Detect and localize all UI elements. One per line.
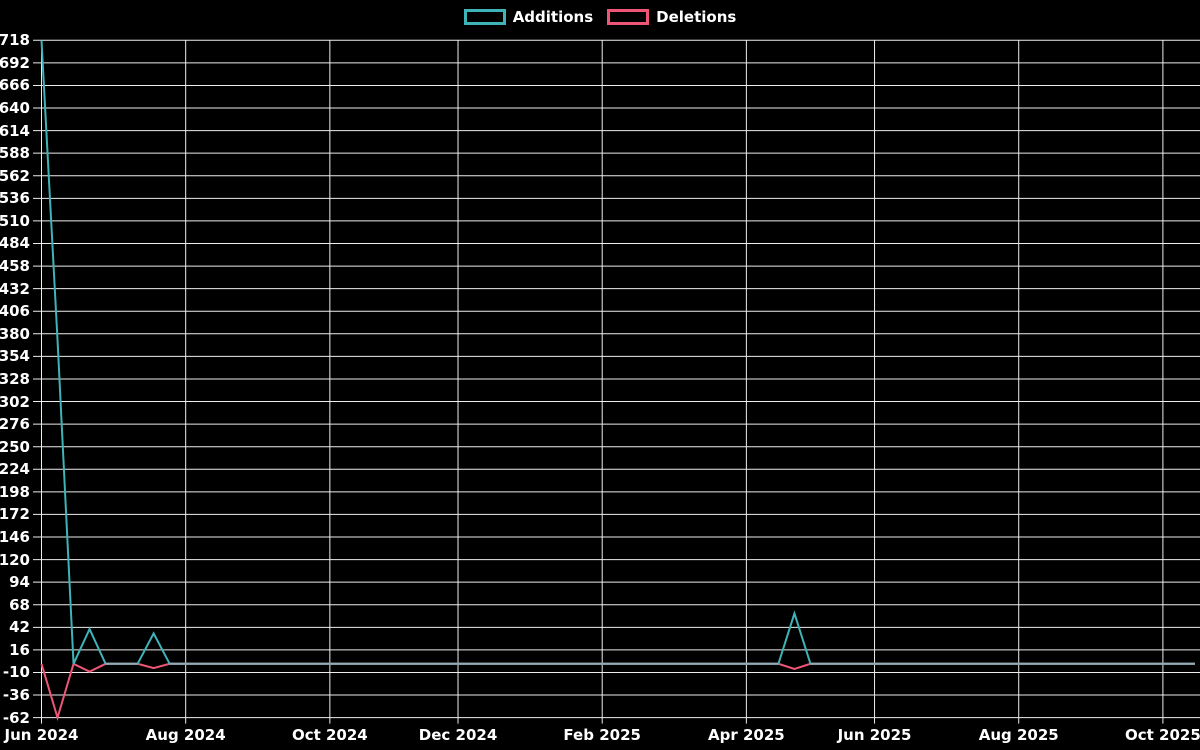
y-tick-label: 406 (0, 302, 30, 321)
legend-label-additions: Additions (512, 8, 594, 26)
y-tick-label: 198 (0, 482, 30, 501)
y-tick-label: 276 (0, 415, 30, 434)
x-tick-label: Aug 2025 (978, 726, 1059, 744)
y-tick-label: -36 (2, 686, 30, 705)
y-tick-label: 120 (0, 550, 30, 569)
x-tick-label: Jun 2025 (837, 726, 912, 744)
y-tick-label: 302 (0, 392, 30, 411)
y-tick-label: 692 (0, 53, 30, 72)
y-tick-label: 718 (0, 31, 30, 50)
y-tick-label: 16 (9, 640, 30, 659)
y-tick-label: 146 (0, 528, 30, 546)
y-tick-label: 484 (0, 234, 30, 253)
y-tick-label: 68 (9, 595, 30, 614)
deletions-line (40, 662, 1195, 722)
y-tick-label: 380 (0, 324, 30, 343)
legend-label-deletions: Deletions (656, 8, 737, 26)
y-tick-label: -62 (2, 708, 30, 727)
x-tick-label: Oct 2024 (291, 726, 368, 744)
y-tick-label: 354 (0, 347, 30, 366)
y-tick-label: 432 (0, 279, 30, 298)
chart-legend: Additions Deletions (0, 8, 1200, 26)
x-tick-label: Aug 2024 (145, 726, 226, 744)
y-tick-label: 458 (0, 257, 30, 276)
y-tick-label: 224 (0, 460, 30, 479)
y-tick-label: -10 (2, 663, 30, 682)
y-tick-label: 640 (0, 99, 30, 118)
y-tick-label: 588 (0, 144, 30, 163)
y-tick-label: 42 (9, 618, 30, 637)
x-tick-label: Apr 2025 (708, 726, 785, 744)
y-tick-label: 614 (0, 121, 30, 140)
y-tick-label: 328 (0, 369, 30, 388)
x-tick-label: Jun 2024 (4, 726, 79, 744)
y-tick-label: 510 (0, 211, 30, 230)
additions-swatch-icon (463, 9, 506, 25)
additions-line (40, 40, 1195, 665)
y-tick-label: 94 (9, 573, 30, 592)
y-tick-label: 536 (0, 189, 30, 208)
y-tick-label: 666 (0, 76, 30, 95)
y-tick-label: 172 (0, 505, 30, 524)
legend-item-deletions[interactable]: Deletions (607, 8, 736, 26)
legend-item-additions[interactable]: Additions (463, 8, 594, 26)
x-tick-label: Feb 2025 (563, 726, 641, 744)
x-tick-label: Dec 2024 (418, 726, 498, 744)
y-tick-label: 250 (0, 437, 30, 456)
y-tick-label: 562 (0, 166, 30, 185)
deletions-swatch-icon (607, 9, 650, 25)
x-tick-label: Oct 2025 (1124, 726, 1200, 744)
